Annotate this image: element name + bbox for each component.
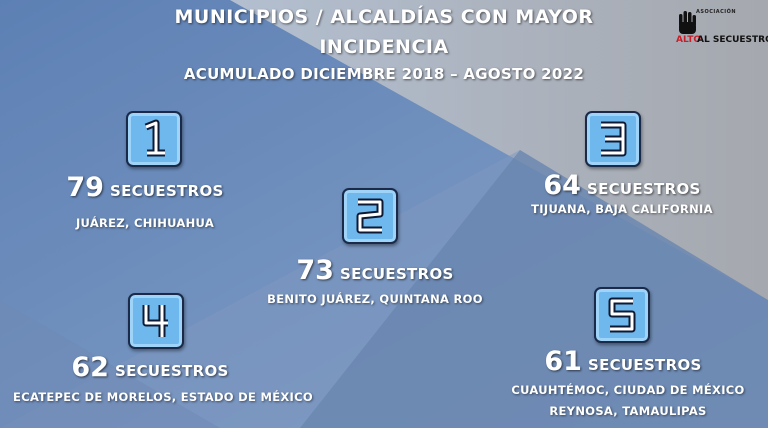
title-line-2: INCIDENCIA [319,36,449,58]
number-3-icon [601,121,627,157]
number-4-icon [142,305,168,337]
rank-5-count: 61 SECUESTROS [544,346,702,377]
rank-5-place-2: REYNOSA, TAMAULIPAS [549,404,707,418]
number-5-icon [608,297,636,333]
rank-5-badge [594,287,650,343]
number-2-icon [356,198,384,234]
rank-2-count: 73 SECUESTROS [296,255,454,286]
rank-4-count: 62 SECUESTROS [71,352,229,383]
title-line-1: MUNICIPIOS / ALCALDÍAS CON MAYOR [174,6,594,28]
alto-al-secuestro-logo: ASOCIACIÓN ALTO AL SECUESTRO [674,9,768,48]
rank-5-place-1: CUAUHTÉMOC, CIUDAD DE MÉXICO [511,383,745,397]
logo-secuestro: AL SECUESTRO [697,35,768,45]
rank-4-badge [128,293,184,349]
rank-2-badge [342,188,398,244]
rank-3-count: 64 SECUESTROS [543,170,701,201]
subtitle: ACUMULADO DICIEMBRE 2018 – AGOSTO 2022 [183,65,585,83]
rank-1-count: 79 SECUESTROS [66,172,224,203]
rank-1-badge [126,111,182,167]
rank-3-badge [585,111,641,167]
hand-icon [679,11,696,34]
rank-4-place: ECATEPEC DE MORELOS, ESTADO DE MÉXICO [13,390,313,404]
rank-2-place: BENITO JUÁREZ, QUINTANA ROO [267,292,483,306]
logo-alto: ALTO [676,35,702,45]
rank-3-place: TIJUANA, BAJA CALIFORNIA [531,202,713,216]
number-1-icon [144,119,165,157]
rank-1-place: JUÁREZ, CHIHUAHUA [75,216,215,230]
logo-association: ASOCIACIÓN [696,9,737,15]
